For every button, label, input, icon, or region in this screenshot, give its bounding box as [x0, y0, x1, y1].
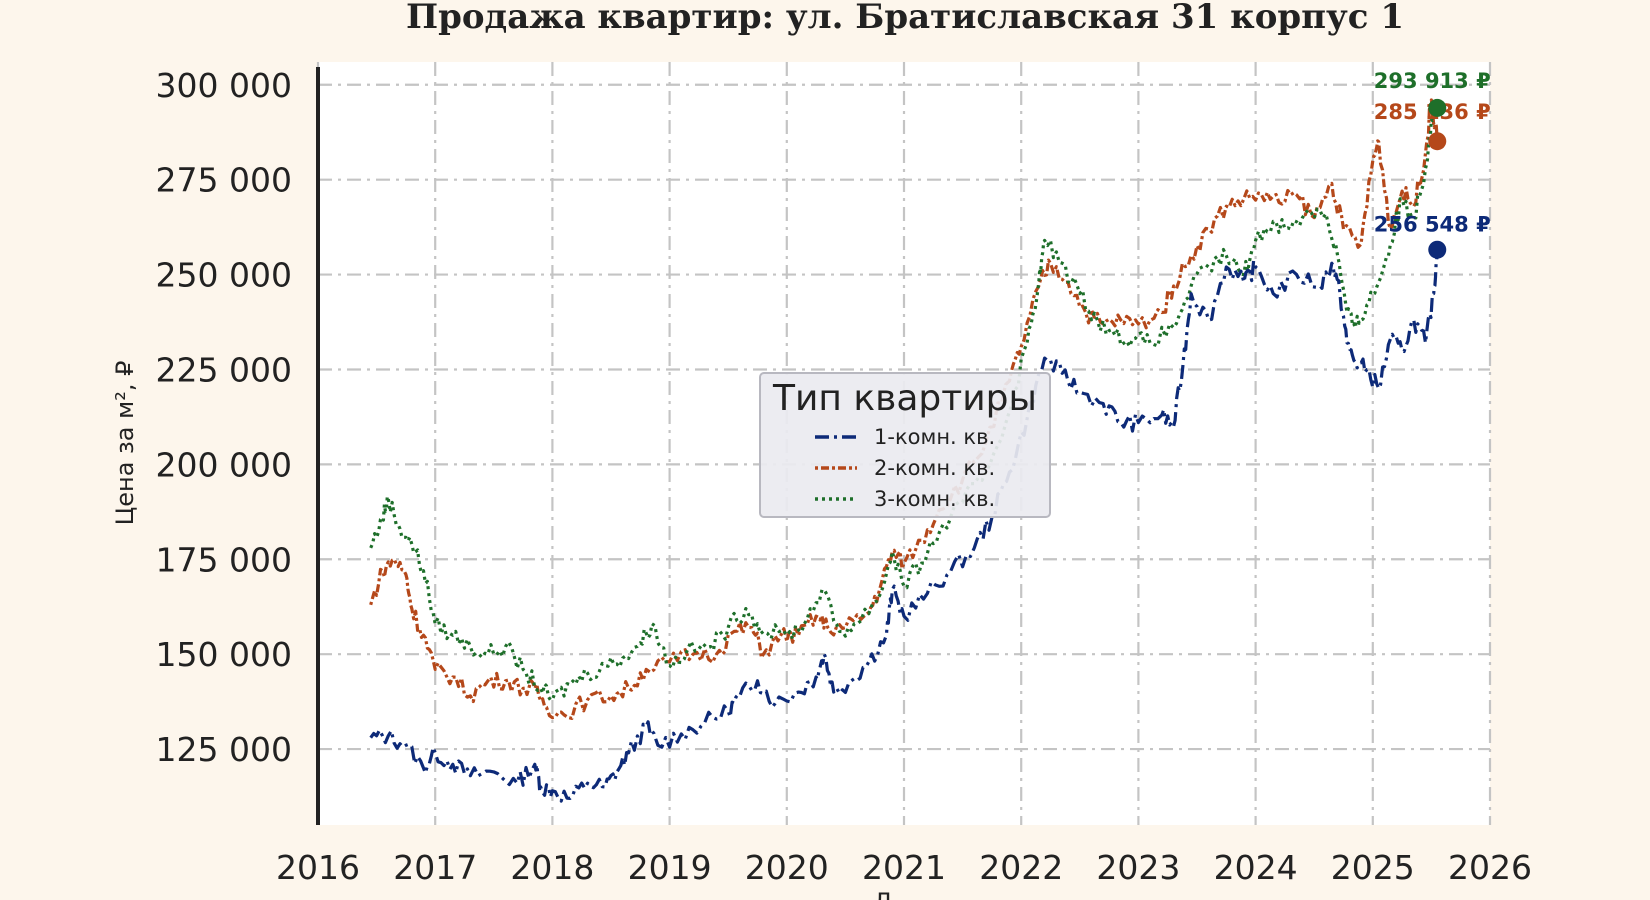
y-tick-label: 275 000: [156, 161, 292, 200]
x-tick-label: 2017: [393, 848, 477, 887]
legend-entry-label: 2-комн. кв.: [874, 456, 995, 480]
x-tick-label: 2025: [1331, 848, 1415, 887]
y-tick-label: 225 000: [156, 350, 292, 389]
x-tick-label: 2023: [1096, 848, 1180, 887]
series-end-marker: [1428, 132, 1447, 151]
series-group: [369, 98, 1439, 720]
x-tick-label: 2026: [1448, 848, 1532, 887]
series-end-label: 256 548 ₽: [1374, 213, 1491, 237]
x-tick-label: 2020: [745, 848, 829, 887]
series-end-marker: [1428, 98, 1447, 117]
series-end-label: 293 913 ₽: [1374, 69, 1491, 93]
x-tick-label: 2016: [276, 848, 360, 887]
legend-box: [759, 372, 1051, 518]
x-tick-label: 2021: [862, 848, 946, 887]
series-group: [369, 107, 1439, 702]
legend-entry-label: 3-комн. кв.: [874, 487, 995, 511]
legend-title: Тип квартиры: [772, 378, 1037, 419]
y-tick-label: 250 000: [156, 256, 292, 295]
legend-entries: 1-комн. кв. 2-комн. кв. 3-комн. кв.: [815, 425, 995, 511]
chart-title: Продажа квартир: ул. Братиславская 31 ко…: [406, 0, 1404, 37]
x-axis-label: Д: [874, 888, 893, 900]
legend: Тип квартиры 1-комн. кв. 2-комн. кв. 3-ком…: [759, 372, 1051, 518]
x-tick-label: 2022: [979, 848, 1063, 887]
series-line: [369, 249, 1439, 803]
y-tick-label: 125 000: [156, 730, 292, 769]
x-tick-label: 2018: [510, 848, 594, 887]
y-tick-label: 150 000: [156, 635, 292, 674]
x-tick-label: 2019: [628, 848, 712, 887]
series-line: [369, 98, 1439, 720]
series-line: [369, 107, 1439, 702]
x-tick-label: 2024: [1214, 848, 1298, 887]
series-group: [369, 249, 1439, 803]
legend-entry-label: 1-комн. кв.: [874, 425, 995, 449]
y-tick-label: 300 000: [156, 66, 292, 105]
y-axis-label: Цена за м², ₽: [111, 361, 139, 526]
tick-labels: 2016 2017 2018 2019 2020 2021 2022 2023 2024 2025…: [156, 66, 1532, 887]
series-layer: 256 548 ₽285 136 ₽293 913 ₽: [369, 69, 1491, 803]
y-tick-label: 175 000: [156, 540, 292, 579]
y-tick-label: 200 000: [156, 445, 292, 484]
series-end-marker: [1428, 240, 1447, 259]
